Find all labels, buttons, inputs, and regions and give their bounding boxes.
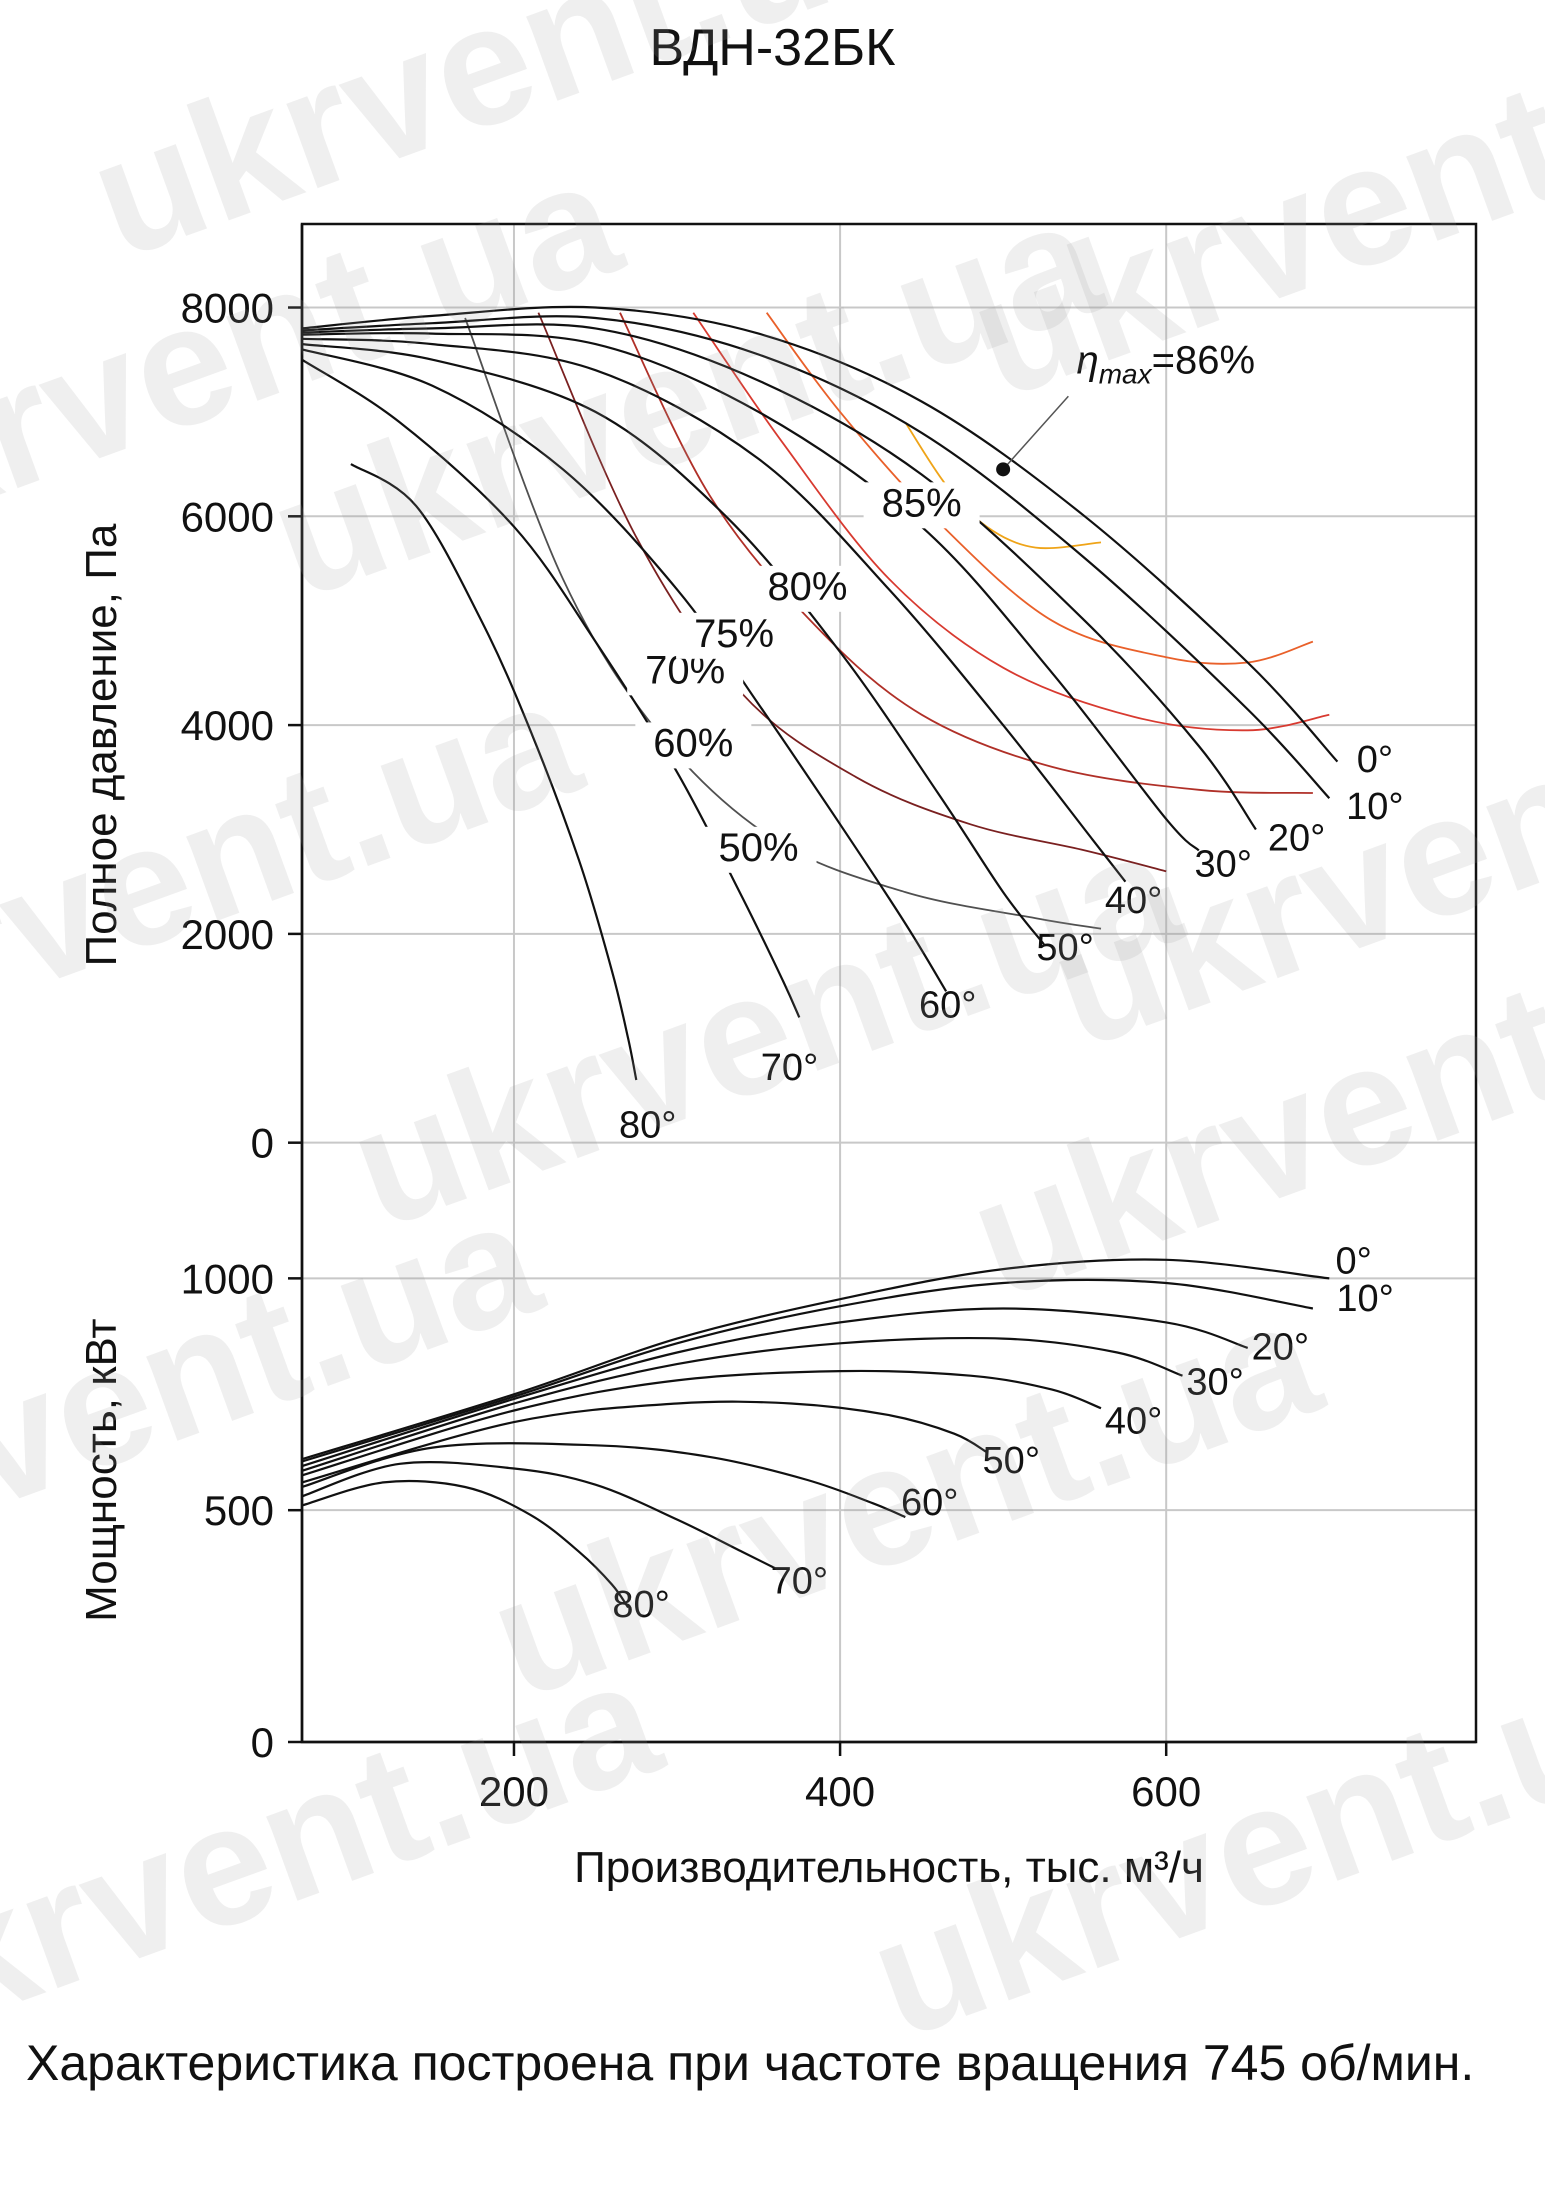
pressure-curve-label: 30° bbox=[1195, 843, 1252, 885]
x-tick-label: 400 bbox=[805, 1768, 875, 1815]
pressure-curve-label: 70° bbox=[761, 1047, 818, 1089]
power-curve-60deg bbox=[301, 1442, 906, 1519]
x-tick-label: 600 bbox=[1131, 1768, 1201, 1815]
pressure-y-tick-label: 0 bbox=[251, 1120, 274, 1167]
pressure-curve-label: 20° bbox=[1268, 817, 1325, 859]
series-layer bbox=[301, 305, 1339, 1081]
pressure-curve-20deg bbox=[301, 323, 1257, 831]
pressure-curve-80deg bbox=[350, 463, 638, 1081]
annotation-leader-line bbox=[1002, 395, 1069, 470]
power-curve-label: 10° bbox=[1336, 1278, 1393, 1320]
efficiency-label-75pct: 75% bbox=[694, 612, 774, 656]
pressure-curve-label: 0° bbox=[1357, 739, 1393, 781]
power-curve-0deg bbox=[301, 1258, 1330, 1461]
eta-max-label: ηmax=86% bbox=[1077, 338, 1256, 389]
pressure-curve-label: 80° bbox=[619, 1104, 676, 1146]
pressure-y-tick-label: 4000 bbox=[181, 702, 274, 749]
power-curve-label: 60° bbox=[901, 1482, 958, 1524]
power-series-layer bbox=[301, 1258, 1330, 1609]
power-y-tick-label: 0 bbox=[251, 1719, 274, 1766]
power-curve-label: 80° bbox=[612, 1584, 669, 1626]
power-curve-label: 70° bbox=[771, 1561, 828, 1603]
label-layer: 200 400 6000200040006000800005001000Произв… bbox=[77, 285, 1404, 1892]
efficiency-curve-50pct bbox=[464, 317, 1102, 930]
footnote-text: Характеристика построена при частоте вра… bbox=[26, 2035, 1475, 2091]
efficiency-label-bg bbox=[749, 565, 866, 612]
pressure-y-axis-title: Полное давление, Па bbox=[77, 523, 126, 966]
pressure-curve-label: 50° bbox=[1036, 927, 1093, 969]
grid-layer bbox=[288, 224, 1476, 1756]
x-tick-label: 200 bbox=[479, 1768, 549, 1815]
efficiency-label-80pct: 80% bbox=[767, 565, 847, 609]
efficiency-label-bg bbox=[863, 482, 980, 529]
power-curve-label: 30° bbox=[1186, 1361, 1243, 1403]
efficiency-curve-80pct bbox=[765, 312, 1314, 665]
efficiency-label-60pct: 60% bbox=[653, 721, 733, 765]
eta-value: =86% bbox=[1152, 338, 1255, 382]
pressure-curve-30deg bbox=[301, 331, 1200, 852]
power-curve-label: 50° bbox=[983, 1440, 1040, 1482]
power-curve-30deg bbox=[301, 1336, 1183, 1472]
efficiency-label-bg bbox=[635, 722, 752, 769]
pressure-curve-10deg bbox=[301, 315, 1331, 799]
pressure-y-tick-label: 8000 bbox=[181, 285, 274, 332]
pressure-y-tick-label: 2000 bbox=[181, 911, 274, 958]
chart-title: ВДН-32БК bbox=[649, 19, 896, 77]
efficiency-label-bg bbox=[700, 826, 817, 873]
power-curve-20deg bbox=[301, 1307, 1249, 1468]
eta-symbol: η bbox=[1077, 338, 1099, 382]
eta-max-point bbox=[996, 462, 1011, 477]
pressure-curve-label: 10° bbox=[1346, 786, 1403, 828]
power-curve-label: 20° bbox=[1252, 1327, 1309, 1369]
eta-subscript: max bbox=[1099, 358, 1153, 389]
pressure-curve-0deg bbox=[301, 305, 1339, 763]
power-curve-10deg bbox=[301, 1278, 1314, 1463]
efficiency-curve-60pct bbox=[537, 312, 1167, 873]
efficiency-curve-70pct bbox=[619, 312, 1313, 794]
efficiency-label-bg bbox=[676, 612, 793, 659]
power-curve-label: 0° bbox=[1336, 1241, 1372, 1283]
power-curve-label: 40° bbox=[1105, 1401, 1162, 1443]
efficiency-curve-75pct bbox=[692, 312, 1330, 732]
power-curve-40deg bbox=[301, 1369, 1102, 1477]
power-y-axis-title: Мощность, кВт bbox=[77, 1318, 126, 1621]
power-curve-70deg bbox=[301, 1460, 776, 1570]
pressure-curve-70deg bbox=[301, 358, 801, 1018]
efficiency-label-85pct: 85% bbox=[882, 481, 962, 525]
efficiency-label-50pct: 50% bbox=[719, 826, 799, 870]
power-curve-50deg bbox=[301, 1400, 988, 1484]
x-axis-title: Производительность, тыс. м³/ч bbox=[574, 1843, 1204, 1892]
efficiency-curves-layer bbox=[464, 312, 1330, 930]
pressure-curve-40deg bbox=[301, 337, 1127, 883]
power-y-tick-label: 500 bbox=[204, 1487, 274, 1534]
pressure-y-tick-label: 6000 bbox=[181, 493, 274, 540]
power-y-tick-label: 1000 bbox=[181, 1255, 274, 1302]
pressure-curve-label: 60° bbox=[919, 984, 976, 1026]
pressure-curve-label: 40° bbox=[1105, 880, 1162, 922]
pressure-curve-60deg bbox=[301, 348, 948, 992]
power-curve-80deg bbox=[301, 1479, 630, 1609]
pressure-curve-50deg bbox=[301, 343, 1045, 945]
